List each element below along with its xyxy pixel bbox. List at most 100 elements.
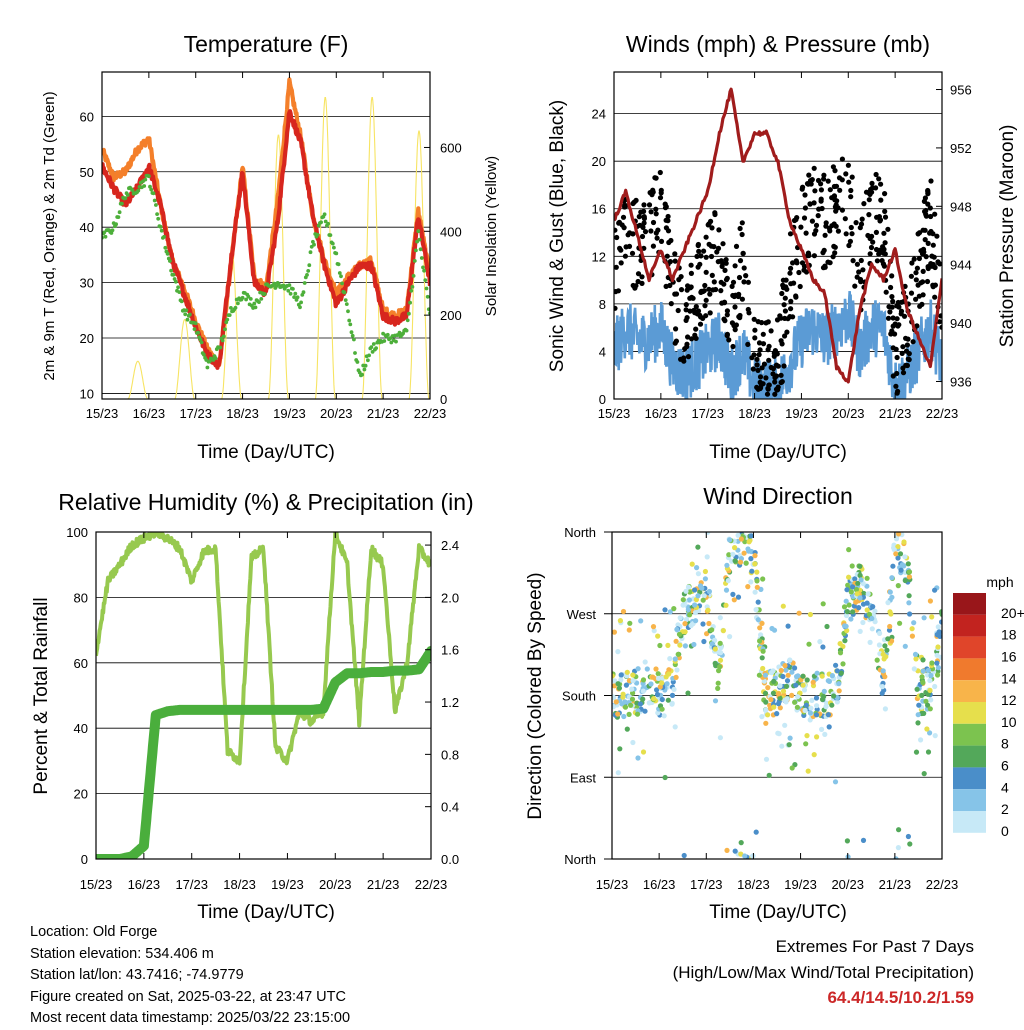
gust-point xyxy=(802,192,808,198)
direction-point xyxy=(692,610,699,616)
direction-point xyxy=(634,711,641,717)
direction-point xyxy=(804,677,810,683)
gust-point xyxy=(890,323,896,329)
dewpoint-point xyxy=(346,309,350,314)
direction-point xyxy=(701,638,707,645)
gust-point xyxy=(693,326,699,332)
direction-point xyxy=(651,696,657,702)
direction-point xyxy=(777,695,783,701)
dewpoint-point xyxy=(291,287,295,291)
humidity-y2tick-label: 2.0 xyxy=(441,590,459,605)
dewpoint-point xyxy=(123,196,128,201)
direction-point xyxy=(819,673,825,679)
solar-insolation-line xyxy=(102,97,430,399)
temp-9m-line xyxy=(102,77,430,368)
gust-point xyxy=(889,294,895,300)
dewpoint-point xyxy=(288,291,293,296)
direction-point xyxy=(654,687,660,693)
direction-point xyxy=(906,600,912,606)
direction-point xyxy=(876,642,883,648)
gust-point xyxy=(749,355,755,361)
gust-point xyxy=(858,257,864,264)
dewpoint-point xyxy=(156,216,161,221)
direction-point xyxy=(686,597,693,603)
direction-point xyxy=(804,733,810,739)
dewpoint-point xyxy=(410,285,415,289)
speed-legend-swatch xyxy=(953,636,986,659)
gust-point xyxy=(657,169,663,176)
direction-point xyxy=(809,697,815,704)
humidity-xtick-label: 20/23 xyxy=(319,877,352,892)
direction-point xyxy=(644,666,650,672)
direction-point xyxy=(705,607,711,613)
winds-xtick-label: 22/23 xyxy=(926,406,959,421)
winds-xtick-label: 21/23 xyxy=(879,406,912,421)
temperature-axes: 15/23 16/23 17/23 18/23 19/23 20/23 21/23 22/23… xyxy=(80,72,462,421)
gust-point xyxy=(920,246,927,252)
direction-point xyxy=(843,612,850,619)
direction-ytick-label: West xyxy=(567,607,597,622)
gust-point xyxy=(781,363,787,369)
direction-point xyxy=(909,626,915,632)
direction-point xyxy=(794,704,801,710)
direction-point xyxy=(667,609,673,615)
dewpoint-point xyxy=(183,312,188,317)
gust-point xyxy=(883,289,889,295)
gust-point xyxy=(737,225,743,232)
direction-point xyxy=(730,551,736,557)
winds-xtick-label: 18/23 xyxy=(738,406,771,421)
direction-point xyxy=(801,687,808,693)
gust-point xyxy=(906,351,912,357)
temp-2m-line xyxy=(102,109,430,370)
dewpoint-point xyxy=(257,300,261,304)
gust-point xyxy=(807,201,813,207)
direction-point xyxy=(845,582,851,588)
gust-point xyxy=(894,316,900,322)
direction-point xyxy=(860,837,867,844)
direction-point xyxy=(814,670,820,676)
direction-point xyxy=(820,601,826,607)
direction-point xyxy=(844,838,851,844)
direction-point xyxy=(685,584,692,590)
gust-point xyxy=(809,177,815,183)
dewpoint-point xyxy=(262,292,267,296)
gust-point xyxy=(653,211,659,217)
dewpoint-point xyxy=(142,184,147,188)
gust-point xyxy=(641,214,647,220)
direction-point xyxy=(657,642,663,649)
gust-point xyxy=(739,296,746,302)
gust-point xyxy=(790,260,796,266)
gust-point xyxy=(729,283,735,289)
direction-point xyxy=(754,578,760,584)
gust-point xyxy=(880,244,886,250)
gust-point xyxy=(821,172,827,178)
direction-point xyxy=(752,561,758,567)
gust-point xyxy=(614,305,618,311)
gust-point xyxy=(732,304,738,310)
direction-point xyxy=(615,681,621,687)
gust-point xyxy=(703,254,709,260)
gust-point xyxy=(653,175,659,181)
gust-point xyxy=(823,220,829,226)
figure-created: Figure created on Sat, 2025-03-22, at 23… xyxy=(30,988,346,1005)
direction-point xyxy=(712,660,718,667)
humidity-y2tick-label: 0.4 xyxy=(441,800,459,815)
gust-point xyxy=(706,221,712,227)
direction-point xyxy=(842,638,848,644)
gust-point xyxy=(710,287,716,293)
direction-point xyxy=(762,690,769,696)
dewpoint-point xyxy=(240,295,245,300)
speed-legend-label: 10 xyxy=(1001,714,1017,730)
direction-point xyxy=(671,606,677,612)
direction-title: Wind Direction xyxy=(703,483,853,509)
gust-point xyxy=(779,341,785,347)
gust-point xyxy=(627,230,633,236)
direction-point xyxy=(927,677,933,684)
gust-point xyxy=(764,391,771,397)
gust-point xyxy=(916,255,923,262)
direction-point xyxy=(882,706,889,712)
direction-point xyxy=(822,731,828,738)
gust-point xyxy=(839,156,846,162)
dewpoint-point xyxy=(322,212,327,217)
direction-point xyxy=(642,708,648,714)
